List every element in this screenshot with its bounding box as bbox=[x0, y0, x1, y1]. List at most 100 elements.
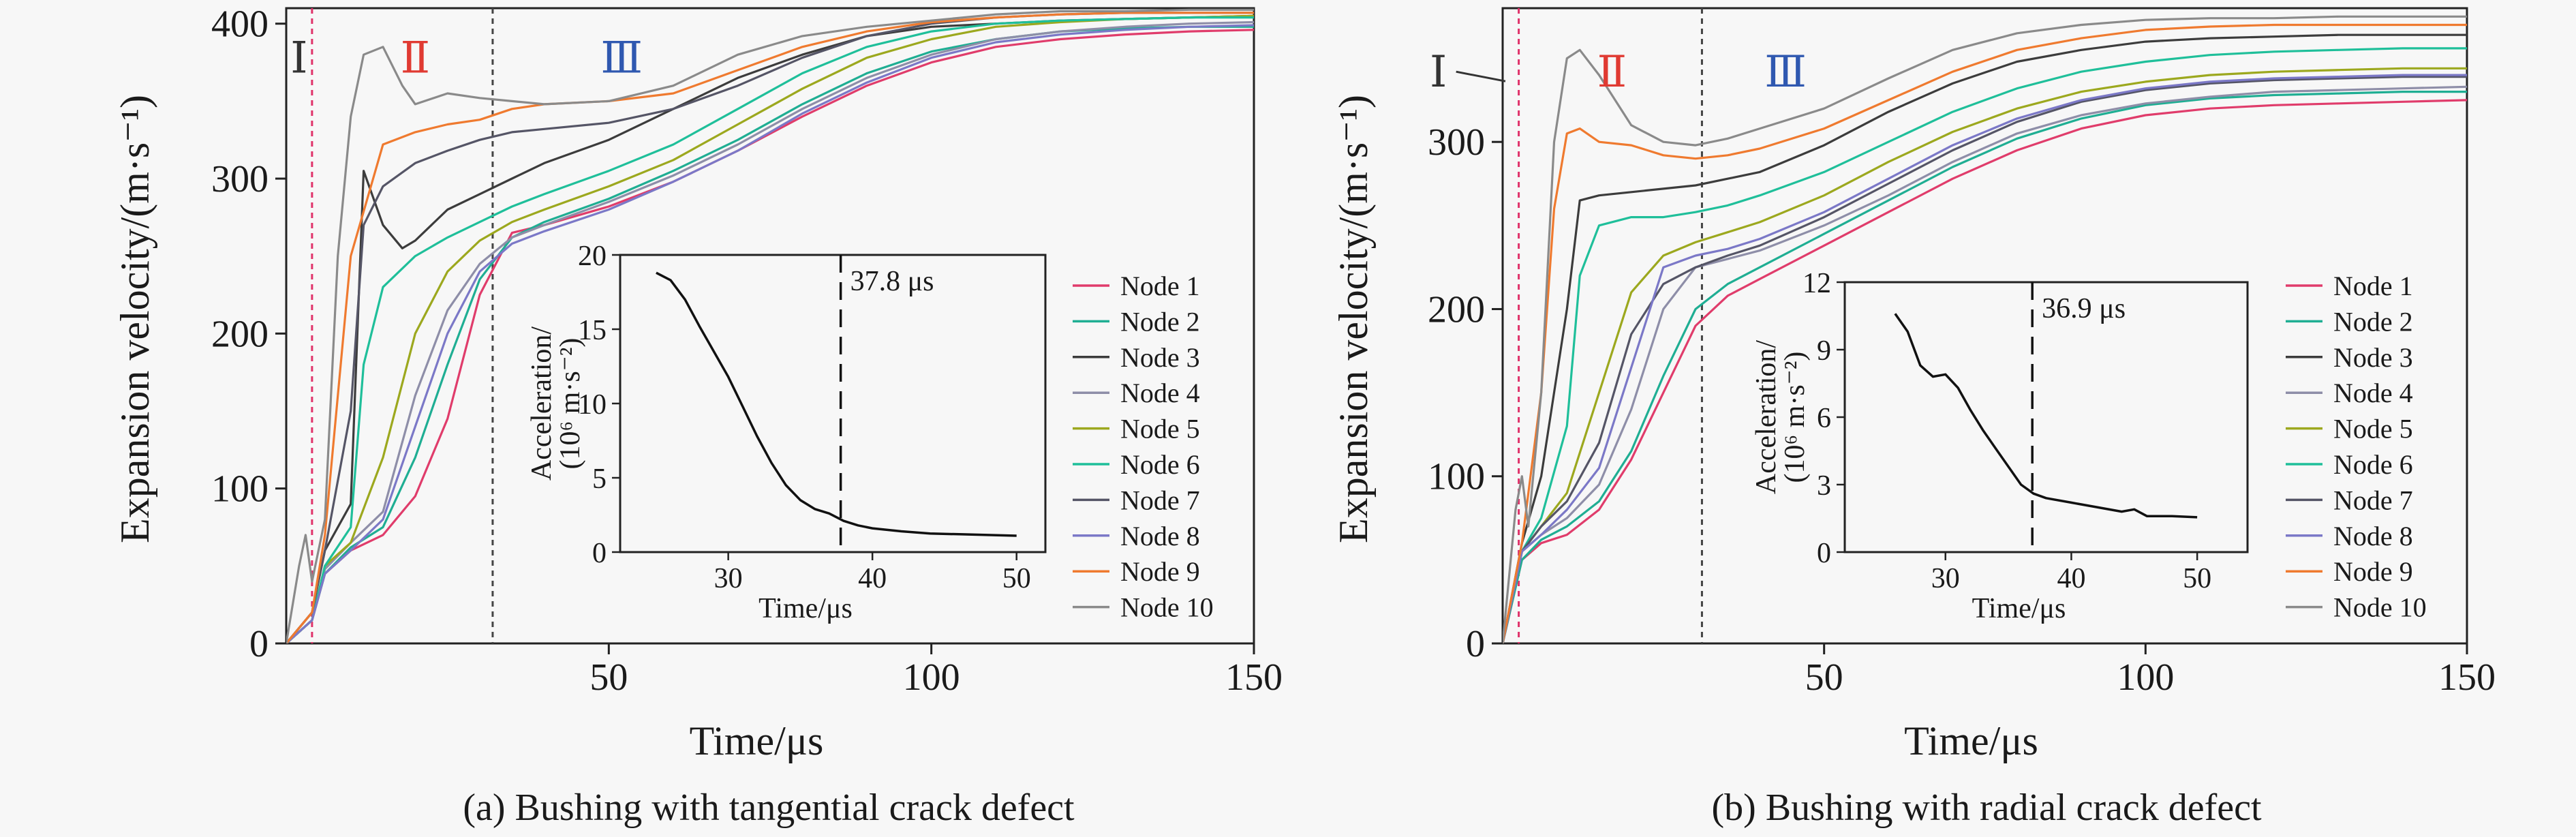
inset-y-tick-label: 5 bbox=[592, 463, 607, 495]
inset-x-tick-label: 30 bbox=[1931, 563, 1960, 594]
region-label-3: Ⅲ bbox=[600, 34, 643, 82]
series-line-node-5 bbox=[286, 14, 1254, 643]
y-axis-title: Expansion velocity/(m·s⁻¹) bbox=[112, 95, 157, 543]
inset-frame bbox=[1843, 281, 2249, 553]
series-line-node-9 bbox=[1503, 23, 2467, 643]
inset-y-tick-label: 3 bbox=[1817, 470, 1831, 502]
y-tick-label: 100 bbox=[211, 468, 269, 511]
y-axis-title: Expansion velocity/(m·s⁻¹) bbox=[1331, 95, 1376, 543]
region-label-1: Ⅰ bbox=[1430, 48, 1447, 96]
region-label-2: Ⅱ bbox=[401, 34, 431, 82]
series-group bbox=[286, 8, 1254, 643]
y-tick-label: 100 bbox=[1428, 456, 1485, 498]
inset-x-tick-label: 40 bbox=[858, 563, 887, 594]
region-label-2: Ⅱ bbox=[1597, 48, 1627, 96]
legend: Node 1 Node 2 Node 3 Node 4 Node 5 Node 6 Node… bbox=[1073, 271, 1214, 623]
inset-frame bbox=[619, 254, 1047, 553]
inset-x-tick-label: 50 bbox=[1002, 563, 1031, 594]
legend-label-node-7: Node 7 bbox=[2333, 485, 2413, 515]
inset-acceleration-line bbox=[1894, 313, 2198, 519]
x-tick-label: 150 bbox=[1225, 656, 1283, 699]
y-tick-label: 300 bbox=[211, 158, 269, 200]
series-line-node-8 bbox=[286, 24, 1254, 643]
inset-x-tick-label: 40 bbox=[2057, 563, 2085, 594]
legend-label-node-4: Node 4 bbox=[1120, 378, 1200, 408]
inset-y-axis-title-line2: (10⁶ m·s⁻²) bbox=[555, 338, 586, 470]
legend-label-node-9: Node 9 bbox=[1120, 556, 1200, 587]
x-tick-label: 50 bbox=[589, 656, 628, 699]
series-line-node-1 bbox=[1503, 99, 2467, 643]
legend-label-node-10: Node 10 bbox=[2333, 592, 2427, 623]
legend-label-node-6: Node 6 bbox=[2333, 449, 2413, 480]
legend-label-node-5: Node 5 bbox=[2333, 414, 2413, 444]
inset-time-marker-label: 37.8 μs bbox=[850, 266, 934, 297]
x-axis-title: Time/μs bbox=[1904, 718, 2038, 763]
legend-label-node-5: Node 5 bbox=[1120, 414, 1200, 444]
y-tick-label: 0 bbox=[1466, 623, 1485, 665]
inset-y-tick-label: 0 bbox=[592, 538, 607, 569]
y-tick-label: 400 bbox=[211, 3, 269, 46]
series-line-node-4 bbox=[1503, 85, 2467, 643]
inset-x-tick-label: 30 bbox=[714, 563, 743, 594]
inset-y-tick-label: 12 bbox=[1803, 268, 1831, 299]
series-line-node-7 bbox=[1503, 75, 2467, 643]
series-line-node-8 bbox=[1503, 74, 2467, 643]
legend-label-node-10: Node 10 bbox=[1120, 592, 1214, 623]
legend-label-node-7: Node 7 bbox=[1120, 485, 1200, 515]
legend-label-node-1: Node 1 bbox=[2333, 271, 2413, 301]
y-tick-label: 0 bbox=[249, 623, 269, 665]
legend-label-node-8: Node 8 bbox=[2333, 521, 2413, 551]
inset-y-tick-label: 10 bbox=[578, 389, 607, 421]
region-I-pointer bbox=[1456, 70, 1506, 82]
series-line-node-2 bbox=[1503, 91, 2467, 643]
legend-label-node-1: Node 1 bbox=[1120, 271, 1200, 301]
inset-y-tick-label: 20 bbox=[578, 241, 607, 272]
inset-y-tick-label: 0 bbox=[1817, 538, 1831, 569]
y-tick-label: 200 bbox=[1428, 288, 1485, 331]
inset-y-tick-label: 6 bbox=[1817, 403, 1831, 434]
legend-label-node-2: Node 2 bbox=[1120, 306, 1200, 337]
x-tick-label: 150 bbox=[2438, 656, 2496, 699]
inset-x-axis-title: Time/μs bbox=[1972, 593, 2066, 624]
series-line-node-3 bbox=[1503, 33, 2467, 643]
region-label-1: Ⅰ bbox=[290, 34, 307, 82]
x-tick-label: 100 bbox=[903, 656, 960, 699]
legend-label-node-6: Node 6 bbox=[1120, 449, 1200, 480]
inset-y-axis-title-line1: Acceleration/ bbox=[1751, 340, 1782, 495]
inset-chart: 0 5 10 15 20 30 40 50 Time/μs Acceleration/(10⁶ m… bbox=[526, 241, 1047, 624]
region-label-3: Ⅲ bbox=[1764, 48, 1807, 96]
inset-x-tick-label: 50 bbox=[2183, 563, 2211, 594]
inset-y-axis-title-line2: (10⁶ m·s⁻²) bbox=[1779, 352, 1811, 483]
x-tick-label: 100 bbox=[2117, 656, 2174, 699]
legend-label-node-4: Node 4 bbox=[2333, 378, 2413, 408]
inset-y-tick-label: 9 bbox=[1817, 335, 1831, 367]
inset-x-axis-title: Time/μs bbox=[758, 593, 853, 624]
series-line-node-6 bbox=[286, 16, 1254, 643]
series-line-node-4 bbox=[286, 20, 1254, 643]
x-axis-title: Time/μs bbox=[690, 718, 824, 763]
plot-frame bbox=[285, 7, 1255, 645]
series-line-node-1 bbox=[286, 29, 1254, 643]
caption-b: (b) Bushing with radial crack defect bbox=[1711, 787, 2261, 829]
y-tick-label: 200 bbox=[211, 313, 269, 355]
series-line-node-10 bbox=[1503, 15, 2467, 643]
series-line-node-10 bbox=[286, 8, 1254, 643]
y-tick-label: 300 bbox=[1428, 121, 1485, 164]
series-line-node-5 bbox=[1503, 67, 2467, 643]
series-group bbox=[1503, 15, 2467, 643]
inset-acceleration-line bbox=[656, 271, 1017, 537]
legend: Node 1 Node 2 Node 3 Node 4 Node 5 Node 6 Node… bbox=[2286, 271, 2427, 623]
legend-label-node-3: Node 3 bbox=[1120, 342, 1200, 373]
series-line-node-6 bbox=[1503, 47, 2467, 643]
x-tick-label: 50 bbox=[1805, 656, 1843, 699]
inset-y-axis-title-line1: Acceleration/ bbox=[526, 326, 557, 481]
plot-frame bbox=[1501, 7, 2468, 645]
legend-label-node-2: Node 2 bbox=[2333, 306, 2413, 337]
legend-label-node-3: Node 3 bbox=[2333, 342, 2413, 373]
inset-chart: 0 3 6 9 12 30 40 50 Time/μs Acceleration/(10⁶ m·s… bbox=[1751, 268, 2249, 624]
legend-label-node-9: Node 9 bbox=[2333, 556, 2413, 587]
inset-time-marker-label: 36.9 μs bbox=[2042, 293, 2126, 324]
